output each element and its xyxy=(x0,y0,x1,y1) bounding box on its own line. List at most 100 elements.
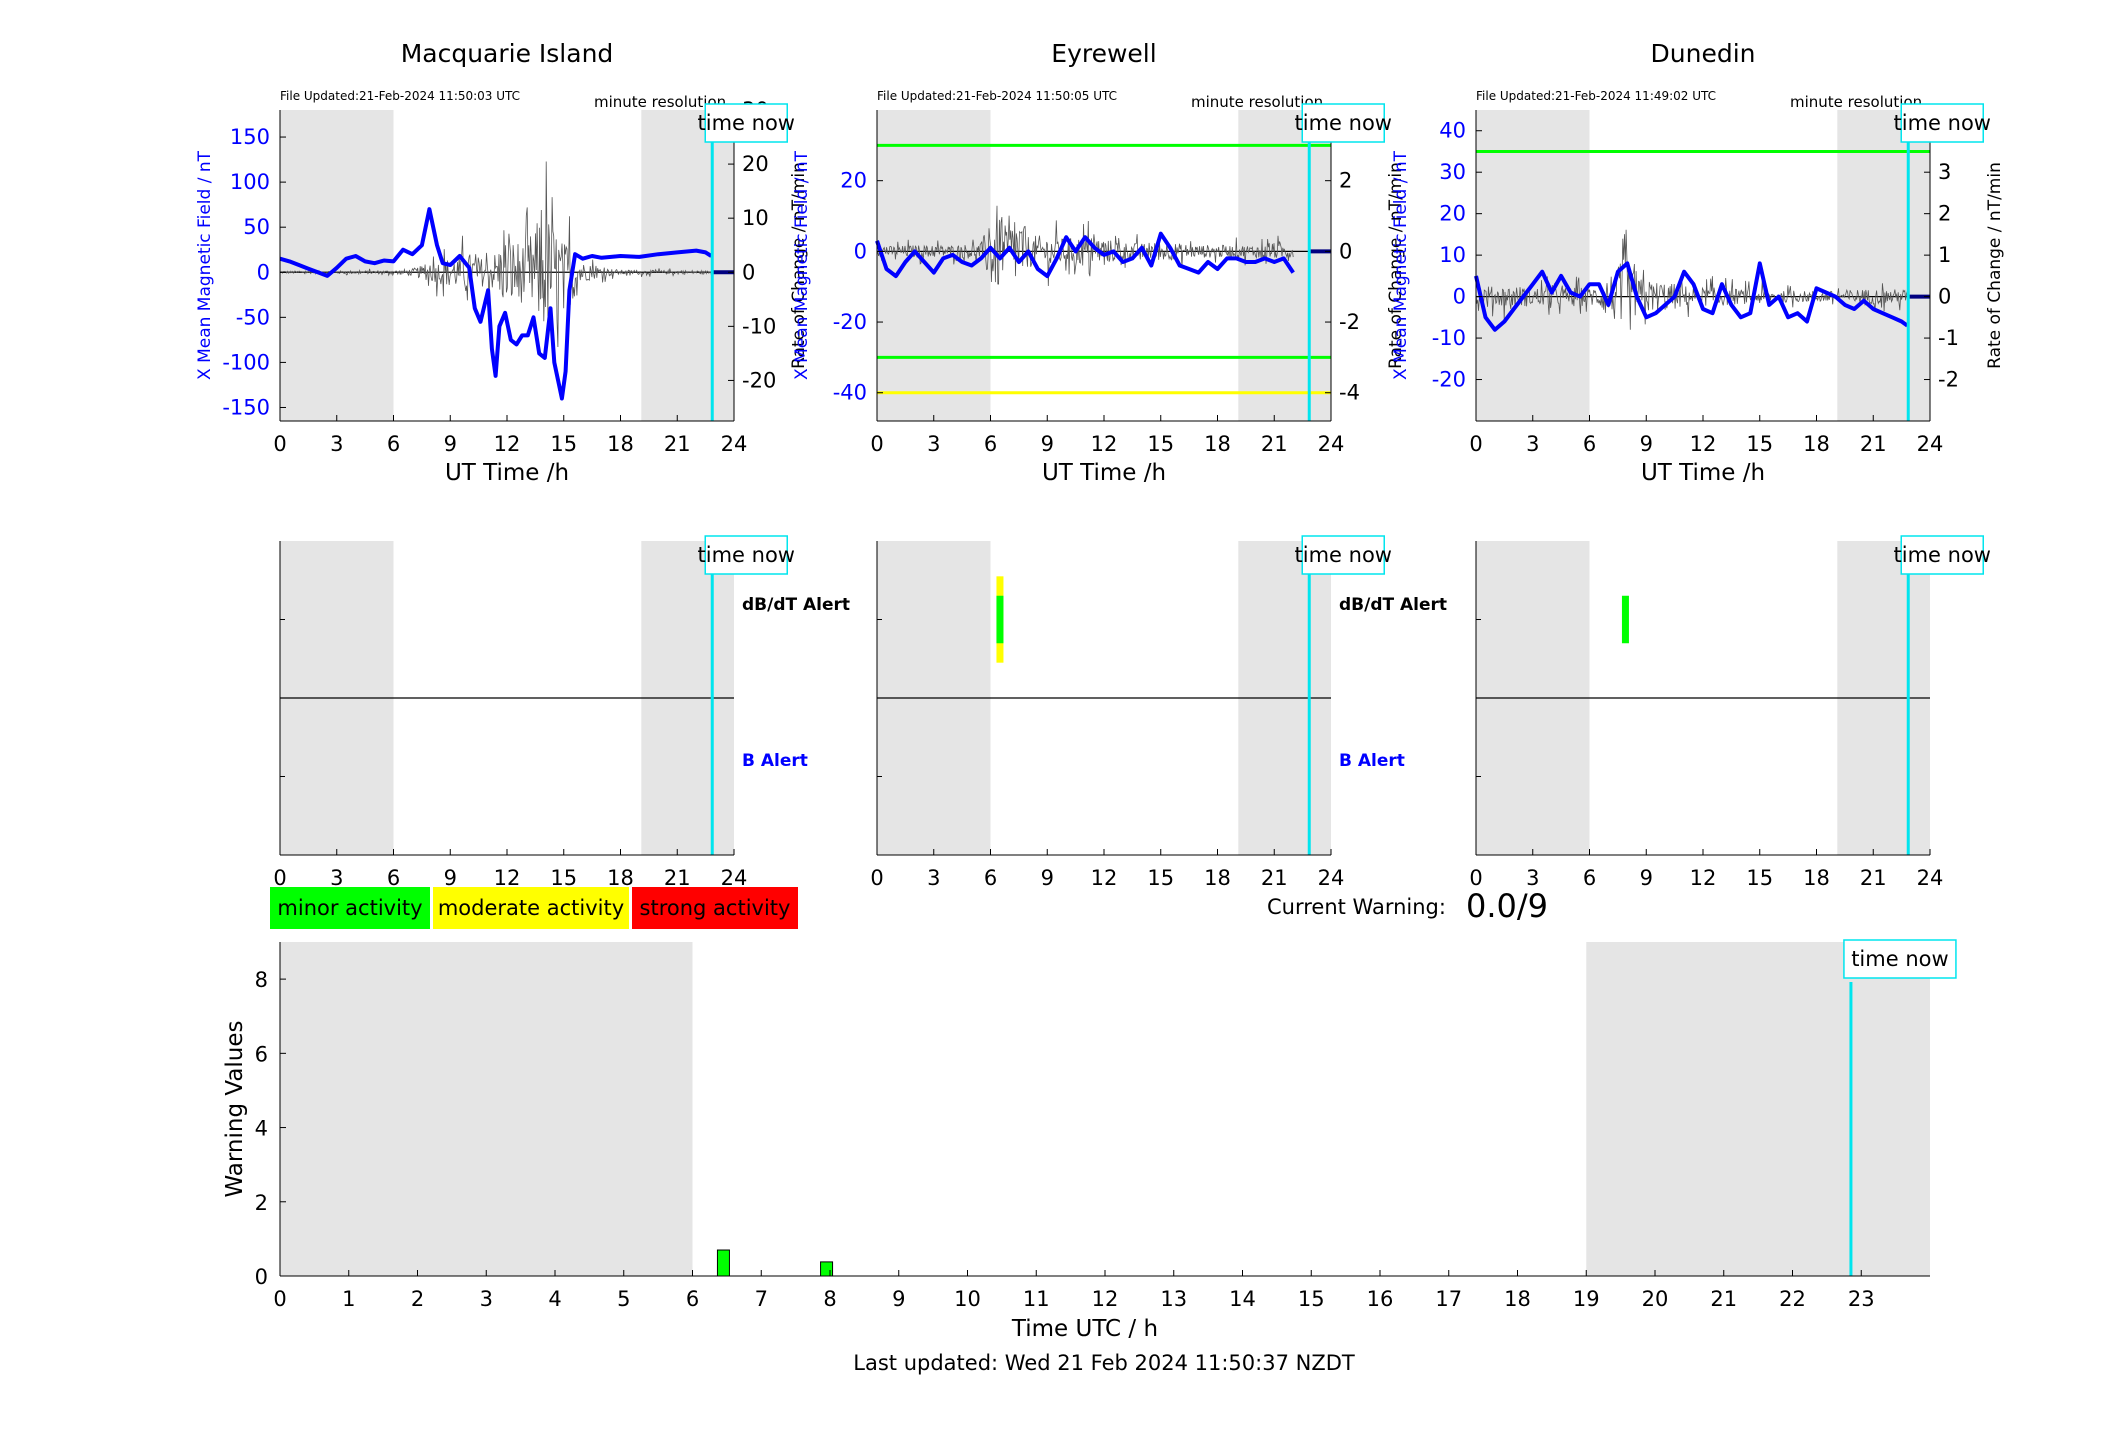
x-tick-label: 18 xyxy=(1204,866,1231,890)
y-axis-title: X Mean Magnetic Field / nT xyxy=(792,150,812,380)
y-tick-label: 0 xyxy=(257,260,270,284)
x-tick-label: 0 xyxy=(870,432,883,456)
x-tick-label: 20 xyxy=(1642,1287,1669,1311)
y-tick-label: 20 xyxy=(840,169,867,193)
x-tick-label: 24 xyxy=(721,866,748,890)
x-tick-label: 15 xyxy=(1298,1287,1325,1311)
y2-tick-label: -2 xyxy=(1339,310,1360,334)
x-tick-label: 9 xyxy=(1041,432,1054,456)
y2-tick-label: 1 xyxy=(1938,243,1951,267)
x-tick-label: 13 xyxy=(1160,1287,1187,1311)
x-tick-label: 24 xyxy=(1917,866,1944,890)
legend-item: minor activity xyxy=(277,896,422,920)
y-tick-label: 6 xyxy=(255,1042,268,1066)
b-alert-label: B Alert xyxy=(742,751,808,771)
y2-tick-label: -10 xyxy=(742,314,776,338)
alert-mark xyxy=(996,595,1004,644)
x-tick-label: 21 xyxy=(664,866,691,890)
alert-panel-1: 0 3 6 9 12 15 18 21 24 dB/dT Alert B Alert time now xyxy=(870,535,1447,890)
y-tick-label: -50 xyxy=(236,305,270,329)
y-axis-title: X Mean Magnetic Field / nT xyxy=(195,150,215,380)
y-tick-label: -20 xyxy=(833,310,867,334)
x-tick-label: 18 xyxy=(607,866,634,890)
x-tick-label: 9 xyxy=(1041,866,1054,890)
x-tick-label: 3 xyxy=(1526,866,1539,890)
dbdt-alert-label: dB/dT Alert xyxy=(742,595,850,615)
x-tick-label: 24 xyxy=(1318,432,1345,456)
minute-resolution-label: minute resolution xyxy=(594,93,726,111)
y2-tick-label: 0 xyxy=(742,260,755,284)
x-tick-label: 0 xyxy=(1469,432,1482,456)
x-tick-label: 3 xyxy=(1526,432,1539,456)
x-tick-label: 3 xyxy=(330,432,343,456)
warning-bar xyxy=(820,1261,834,1277)
y2-tick-label: 20 xyxy=(742,152,769,176)
x-tick-label: 9 xyxy=(892,1287,905,1311)
last-updated: Last updated: Wed 21 Feb 2024 11:50:37 N… xyxy=(853,1351,1355,1375)
y-tick-label: 10 xyxy=(1439,243,1466,267)
y2-axis-title: Rate of Change / nT/min xyxy=(789,162,809,369)
x-tick-label: 21 xyxy=(1710,1287,1737,1311)
alert-panel-2: 0 3 6 9 12 15 18 21 24 time now xyxy=(1469,535,1991,890)
legend-swatch xyxy=(632,887,798,929)
x-tick-label: 12 xyxy=(494,866,521,890)
x-axis-title: UT Time /h xyxy=(445,460,569,486)
station-panel-0: 0 3 6 9 12 15 18 21 24-150-100-50050100150-20-10… xyxy=(195,39,809,486)
x-tick-label: 8 xyxy=(823,1287,836,1311)
x-tick-label: 24 xyxy=(1917,432,1944,456)
x-tick-label: 1 xyxy=(342,1287,355,1311)
x-tick-label: 12 xyxy=(1690,866,1717,890)
x-tick-label: 0 xyxy=(273,432,286,456)
y-tick-label: 100 xyxy=(230,170,270,194)
night-band xyxy=(1476,110,1590,421)
activity-legend: minor activity moderate activity strong ac… xyxy=(270,887,798,929)
x-tick-label: 9 xyxy=(1640,866,1653,890)
x-tick-label: 23 xyxy=(1848,1287,1875,1311)
y2-tick-label: -2 xyxy=(1938,368,1959,392)
x-tick-label: 15 xyxy=(1746,866,1773,890)
x-tick-label: 15 xyxy=(550,866,577,890)
x-tick-label: 3 xyxy=(927,866,940,890)
x-tick-label: 0 xyxy=(273,866,286,890)
x-tick-label: 21 xyxy=(1261,866,1288,890)
time-now-label-box xyxy=(1900,535,1984,575)
x-tick-label: 0 xyxy=(273,1287,286,1311)
x-tick-label: 12 xyxy=(1091,432,1118,456)
y-tick-label: -40 xyxy=(833,381,867,405)
y-tick-label: 0 xyxy=(1453,285,1466,309)
y-axis-title: X Mean Magnetic Field / nT xyxy=(1391,150,1411,380)
rate-of-change-trace xyxy=(280,161,712,348)
x-tick-label: 12 xyxy=(1091,866,1118,890)
x-tick-label: 9 xyxy=(444,866,457,890)
x-tick-label: 6 xyxy=(984,432,997,456)
time-now-label-box xyxy=(704,103,788,143)
warning-bar xyxy=(716,1249,730,1277)
y-tick-label: 8 xyxy=(255,968,268,992)
y2-tick-label: -20 xyxy=(742,368,776,392)
minute-resolution-label: minute resolution xyxy=(1191,93,1323,111)
y2-tick-label: 0 xyxy=(1339,239,1352,263)
time-now-label: time now xyxy=(1894,111,1991,135)
y-tick-label: 0 xyxy=(854,239,867,263)
x-axis-title: Time UTC / h xyxy=(1011,1316,1158,1342)
y2-tick-label: 2 xyxy=(1938,202,1951,226)
x-tick-label: 12 xyxy=(494,432,521,456)
night-band xyxy=(1238,110,1331,421)
y-tick-label: 2 xyxy=(255,1191,268,1215)
current-warning-value: 0.0/9 xyxy=(1466,887,1548,925)
x-tick-label: 17 xyxy=(1435,1287,1462,1311)
x-tick-label: 21 xyxy=(1860,432,1887,456)
x-tick-label: 9 xyxy=(444,432,457,456)
x-tick-label: 3 xyxy=(480,1287,493,1311)
time-now-label: time now xyxy=(698,111,795,135)
x-tick-label: 3 xyxy=(927,432,940,456)
minute-resolution-label: minute resolution xyxy=(1790,93,1922,111)
y-tick-label: -150 xyxy=(222,395,270,419)
x-tick-label: 7 xyxy=(755,1287,768,1311)
x-field-series xyxy=(875,231,1295,279)
legend-swatch xyxy=(433,887,629,929)
x-axis-title: UT Time /h xyxy=(1641,460,1765,486)
x-tick-label: 0 xyxy=(870,866,883,890)
y-tick-label: 50 xyxy=(243,215,270,239)
y2-tick-label: -4 xyxy=(1339,381,1360,405)
